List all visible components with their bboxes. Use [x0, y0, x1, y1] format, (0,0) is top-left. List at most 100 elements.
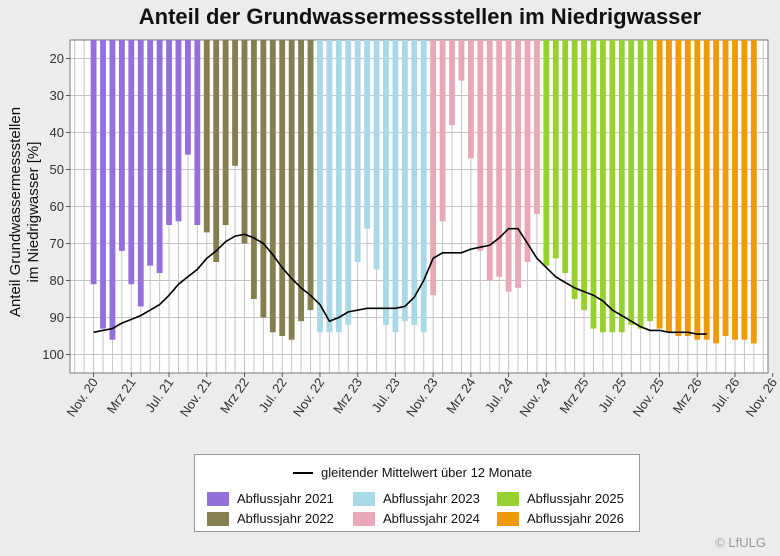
bar-abflussjahr-2023: [411, 40, 418, 325]
moving-average-swatch: [293, 471, 313, 474]
legend-item-2022: Abflussjahr 2022: [207, 511, 334, 526]
bar-abflussjahr-2021: [175, 40, 182, 222]
bar-abflussjahr-2024: [439, 40, 446, 222]
legend-item-2021: Abflussjahr 2021: [207, 491, 334, 506]
bar-abflussjahr-2023: [345, 40, 352, 325]
legend-item-2026: Abflussjahr 2026: [497, 511, 624, 526]
bar-abflussjahr-2025: [543, 40, 550, 266]
bar-abflussjahr-2026: [732, 40, 738, 340]
bar-abflussjahr-2022: [307, 40, 314, 311]
bar-abflussjahr-2026: [703, 40, 710, 340]
legend-swatch-2022: [207, 511, 229, 526]
x-tick-label: Nov. 24: [516, 375, 553, 420]
legend-label-2023: Abflussjahr 2023: [383, 491, 480, 506]
bar-abflussjahr-2023: [392, 40, 399, 333]
legend-item-2023: Abflussjahr 2023: [353, 491, 480, 506]
bar-abflussjahr-2021: [109, 40, 116, 340]
bar-abflussjahr-2023: [364, 40, 371, 229]
x-tick-label: Jul. 25: [595, 375, 629, 415]
legend-swatch-2024: [353, 511, 375, 526]
bar-abflussjahr-2026: [675, 40, 682, 336]
x-tick-label: Jul. 24: [482, 375, 516, 415]
legend-swatch-2021: [207, 491, 229, 506]
bar-abflussjahr-2025: [628, 40, 635, 325]
bar-abflussjahr-2023: [420, 40, 427, 333]
x-tick-label: Jul. 21: [142, 375, 176, 415]
bar-abflussjahr-2021: [90, 40, 97, 285]
x-tick-label: Mrz 22: [217, 375, 252, 416]
bar-abflussjahr-2024: [430, 40, 437, 296]
bar-abflussjahr-2025: [552, 40, 559, 259]
y-tick-label: 60: [50, 199, 64, 214]
legend-swatch-2025: [497, 491, 519, 506]
bar-abflussjahr-2021: [137, 40, 144, 307]
bar-abflussjahr-2025: [562, 40, 569, 274]
bar-abflussjahr-2025: [647, 40, 654, 322]
bar-abflussjahr-2025: [609, 40, 616, 333]
y-axis-label-line-2: im Niedrigwasser [%]: [25, 142, 42, 283]
y-tick-label: 80: [50, 273, 64, 288]
legend-item-2024: Abflussjahr 2024: [353, 511, 480, 526]
bar-abflussjahr-2021: [166, 40, 172, 225]
bar-abflussjahr-2021: [128, 40, 135, 285]
bar-abflussjahr-2025: [581, 40, 587, 311]
legend-label-2025: Abflussjahr 2025: [527, 491, 624, 506]
y-tick-label: 20: [50, 51, 64, 66]
x-tick-label: Mrz 21: [104, 375, 139, 416]
x-tick-label: Mrz 26: [670, 375, 705, 416]
legend-moving-average: gleitender Mittelwert über 12 Monate: [293, 465, 532, 480]
legend-label-2022: Abflussjahr 2022: [237, 511, 334, 526]
legend-swatch-2023: [353, 491, 375, 506]
bar-abflussjahr-2022: [222, 40, 229, 225]
x-tick-label: Nov. 20: [64, 375, 101, 420]
y-tick-label: 30: [50, 88, 64, 103]
bar-abflussjahr-2024: [449, 40, 455, 126]
moving-average-line: [93, 227, 707, 335]
bar-abflussjahr-2025: [618, 40, 625, 333]
bar-abflussjahr-2026: [656, 40, 663, 329]
x-tick-label: Jul. 22: [255, 375, 289, 415]
bar-abflussjahr-2023: [383, 40, 389, 325]
legend-item-2025: Abflussjahr 2025: [497, 491, 624, 506]
bar-abflussjahr-2022: [203, 40, 210, 233]
y-tick-label: 90: [50, 310, 64, 325]
bar-abflussjahr-2022: [288, 40, 295, 340]
bar-abflussjahr-2025: [590, 40, 597, 329]
bar-abflussjahr-2024: [496, 40, 503, 277]
x-tick-label: Nov. 26: [743, 375, 780, 420]
legend-swatch-2026: [497, 511, 519, 526]
legend-label-2026: Abflussjahr 2026: [527, 511, 624, 526]
bar-abflussjahr-2023: [373, 40, 380, 270]
bar-abflussjahr-2026: [741, 40, 748, 340]
legend-label-2021: Abflussjahr 2021: [237, 491, 334, 506]
x-tick-label: Nov. 21: [177, 375, 214, 420]
x-tick-label: Mrz 23: [330, 375, 365, 416]
copyright-notice: © LfULG: [715, 535, 766, 550]
x-tick-label: Jul. 26: [708, 375, 742, 415]
bar-abflussjahr-2026: [694, 40, 701, 340]
bar-abflussjahr-2026: [666, 40, 672, 333]
bar-abflussjahr-2024: [524, 40, 531, 262]
bar-abflussjahr-2026: [684, 40, 691, 336]
bar-abflussjahr-2022: [298, 40, 305, 322]
legend-moving-average-label: gleitender Mittelwert über 12 Monate: [321, 465, 533, 480]
legend-label-2024: Abflussjahr 2024: [383, 511, 480, 526]
bar-abflussjahr-2024: [515, 40, 521, 288]
x-tick-label: Nov. 23: [403, 375, 440, 420]
bar-abflussjahr-2022: [279, 40, 286, 336]
bar-abflussjahr-2022: [213, 40, 220, 262]
bar-abflussjahr-2021: [147, 40, 154, 266]
bar-abflussjahr-2023: [326, 40, 333, 333]
bar-abflussjahr-2026: [713, 40, 720, 344]
bar-abflussjahr-2024: [458, 40, 465, 81]
y-tick-label: 50: [50, 162, 64, 177]
y-tick-label: 70: [50, 236, 64, 251]
bar-abflussjahr-2022: [241, 40, 248, 244]
bar-abflussjahr-2021: [100, 40, 106, 329]
legend: gleitender Mittelwert über 12 Monate Abf…: [194, 454, 640, 532]
bar-abflussjahr-2021: [118, 40, 125, 251]
x-tick-label: Mrz 25: [556, 375, 591, 416]
bar-abflussjahr-2022: [269, 40, 276, 333]
bar-abflussjahr-2026: [722, 40, 729, 336]
